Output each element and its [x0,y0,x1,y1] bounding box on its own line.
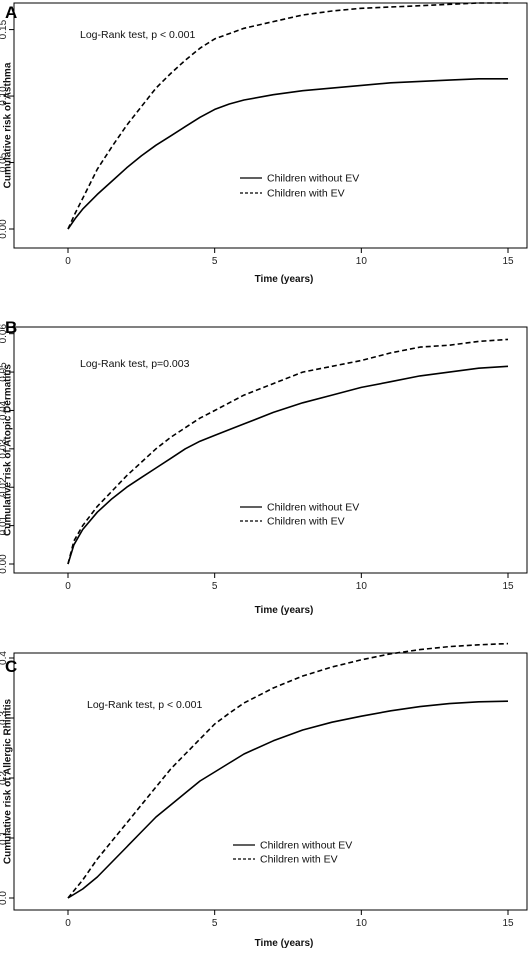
x-tick-label: 5 [212,918,218,929]
y-axis-label: Cumulative risk of Allergic Rhinitis [2,698,13,864]
x-tick-label: 10 [356,256,368,267]
y-tick-label: 0.02 [0,477,9,497]
x-axis-label: Time (years) [255,605,314,616]
x-tick-label: 5 [212,581,218,592]
panel-letter: A [5,3,17,22]
x-tick-label: 15 [502,581,514,592]
x-tick-label: 5 [212,256,218,267]
x-tick-label: 0 [65,256,71,267]
chart-panel-a: A 0.00 0.05 0.10 0.15 0 5 10 15 Time (years) Cumul… [0,2,528,285]
y-tick-label: 0.04 [0,400,9,420]
y-axis-label: Cumulative risk of Asthma [2,62,13,188]
series-line-with-ev [67,338,509,565]
y-tick-label: 0.4 [0,651,9,665]
y-tick-label: 0.15 [0,19,9,39]
log-rank-annotation: Log-Rank test, p < 0.001 [87,699,202,711]
legend-label: Children with EV [260,854,338,866]
x-axis-label: Time (years) [255,274,314,285]
x-tick-label: 0 [65,918,71,929]
series-line-without-ev [67,78,508,230]
log-rank-annotation: Log-Rank test, p < 0.001 [80,29,195,41]
legend-label: Children with EV [267,516,345,528]
plot-frame [13,652,528,911]
y-tick-label: 0.03 [0,439,9,459]
y-tick-label: 0.06 [0,324,9,344]
x-tick-label: 10 [356,918,368,929]
plot-frame [13,2,528,249]
legend-label: Children without EV [267,173,359,185]
x-tick-label: 10 [356,581,368,592]
log-rank-annotation: Log-Rank test, p=0.003 [80,358,190,370]
series-line-without-ev [67,365,509,565]
y-tick-label: 0.3 [0,711,9,725]
x-tick-label: 0 [65,581,71,592]
y-tick-label: 0.01 [0,515,9,535]
y-tick-label: 0.0 [0,891,9,905]
y-tick-label: 0.05 [0,152,9,172]
y-tick-label: 0.10 [0,86,9,106]
plot-frame [13,326,528,574]
chart-panel-b: B0.000.010.020.030.040.050.060 5 10 15Time … [0,318,528,616]
series-line-without-ev [67,700,509,899]
y-tick-label: 0.00 [0,554,9,574]
x-tick-label: 15 [502,918,514,929]
legend-label: Children without EV [267,502,359,514]
legend-label: Children without EV [260,840,352,852]
x-tick-label: 15 [502,256,514,267]
series-line-with-ev [67,2,508,230]
y-tick-label: 0.00 [0,219,9,239]
legend-label: Children with EV [267,188,345,200]
y-tick-label: 0.2 [0,771,9,785]
y-tick-label: 0.05 [0,362,9,382]
series-line-with-ev [67,642,509,899]
y-tick-label: 0.1 [0,831,9,845]
x-axis-label: Time (years) [255,938,314,949]
y-axis-label: Cumulative risk of Atopic Dermatitis [2,364,13,536]
